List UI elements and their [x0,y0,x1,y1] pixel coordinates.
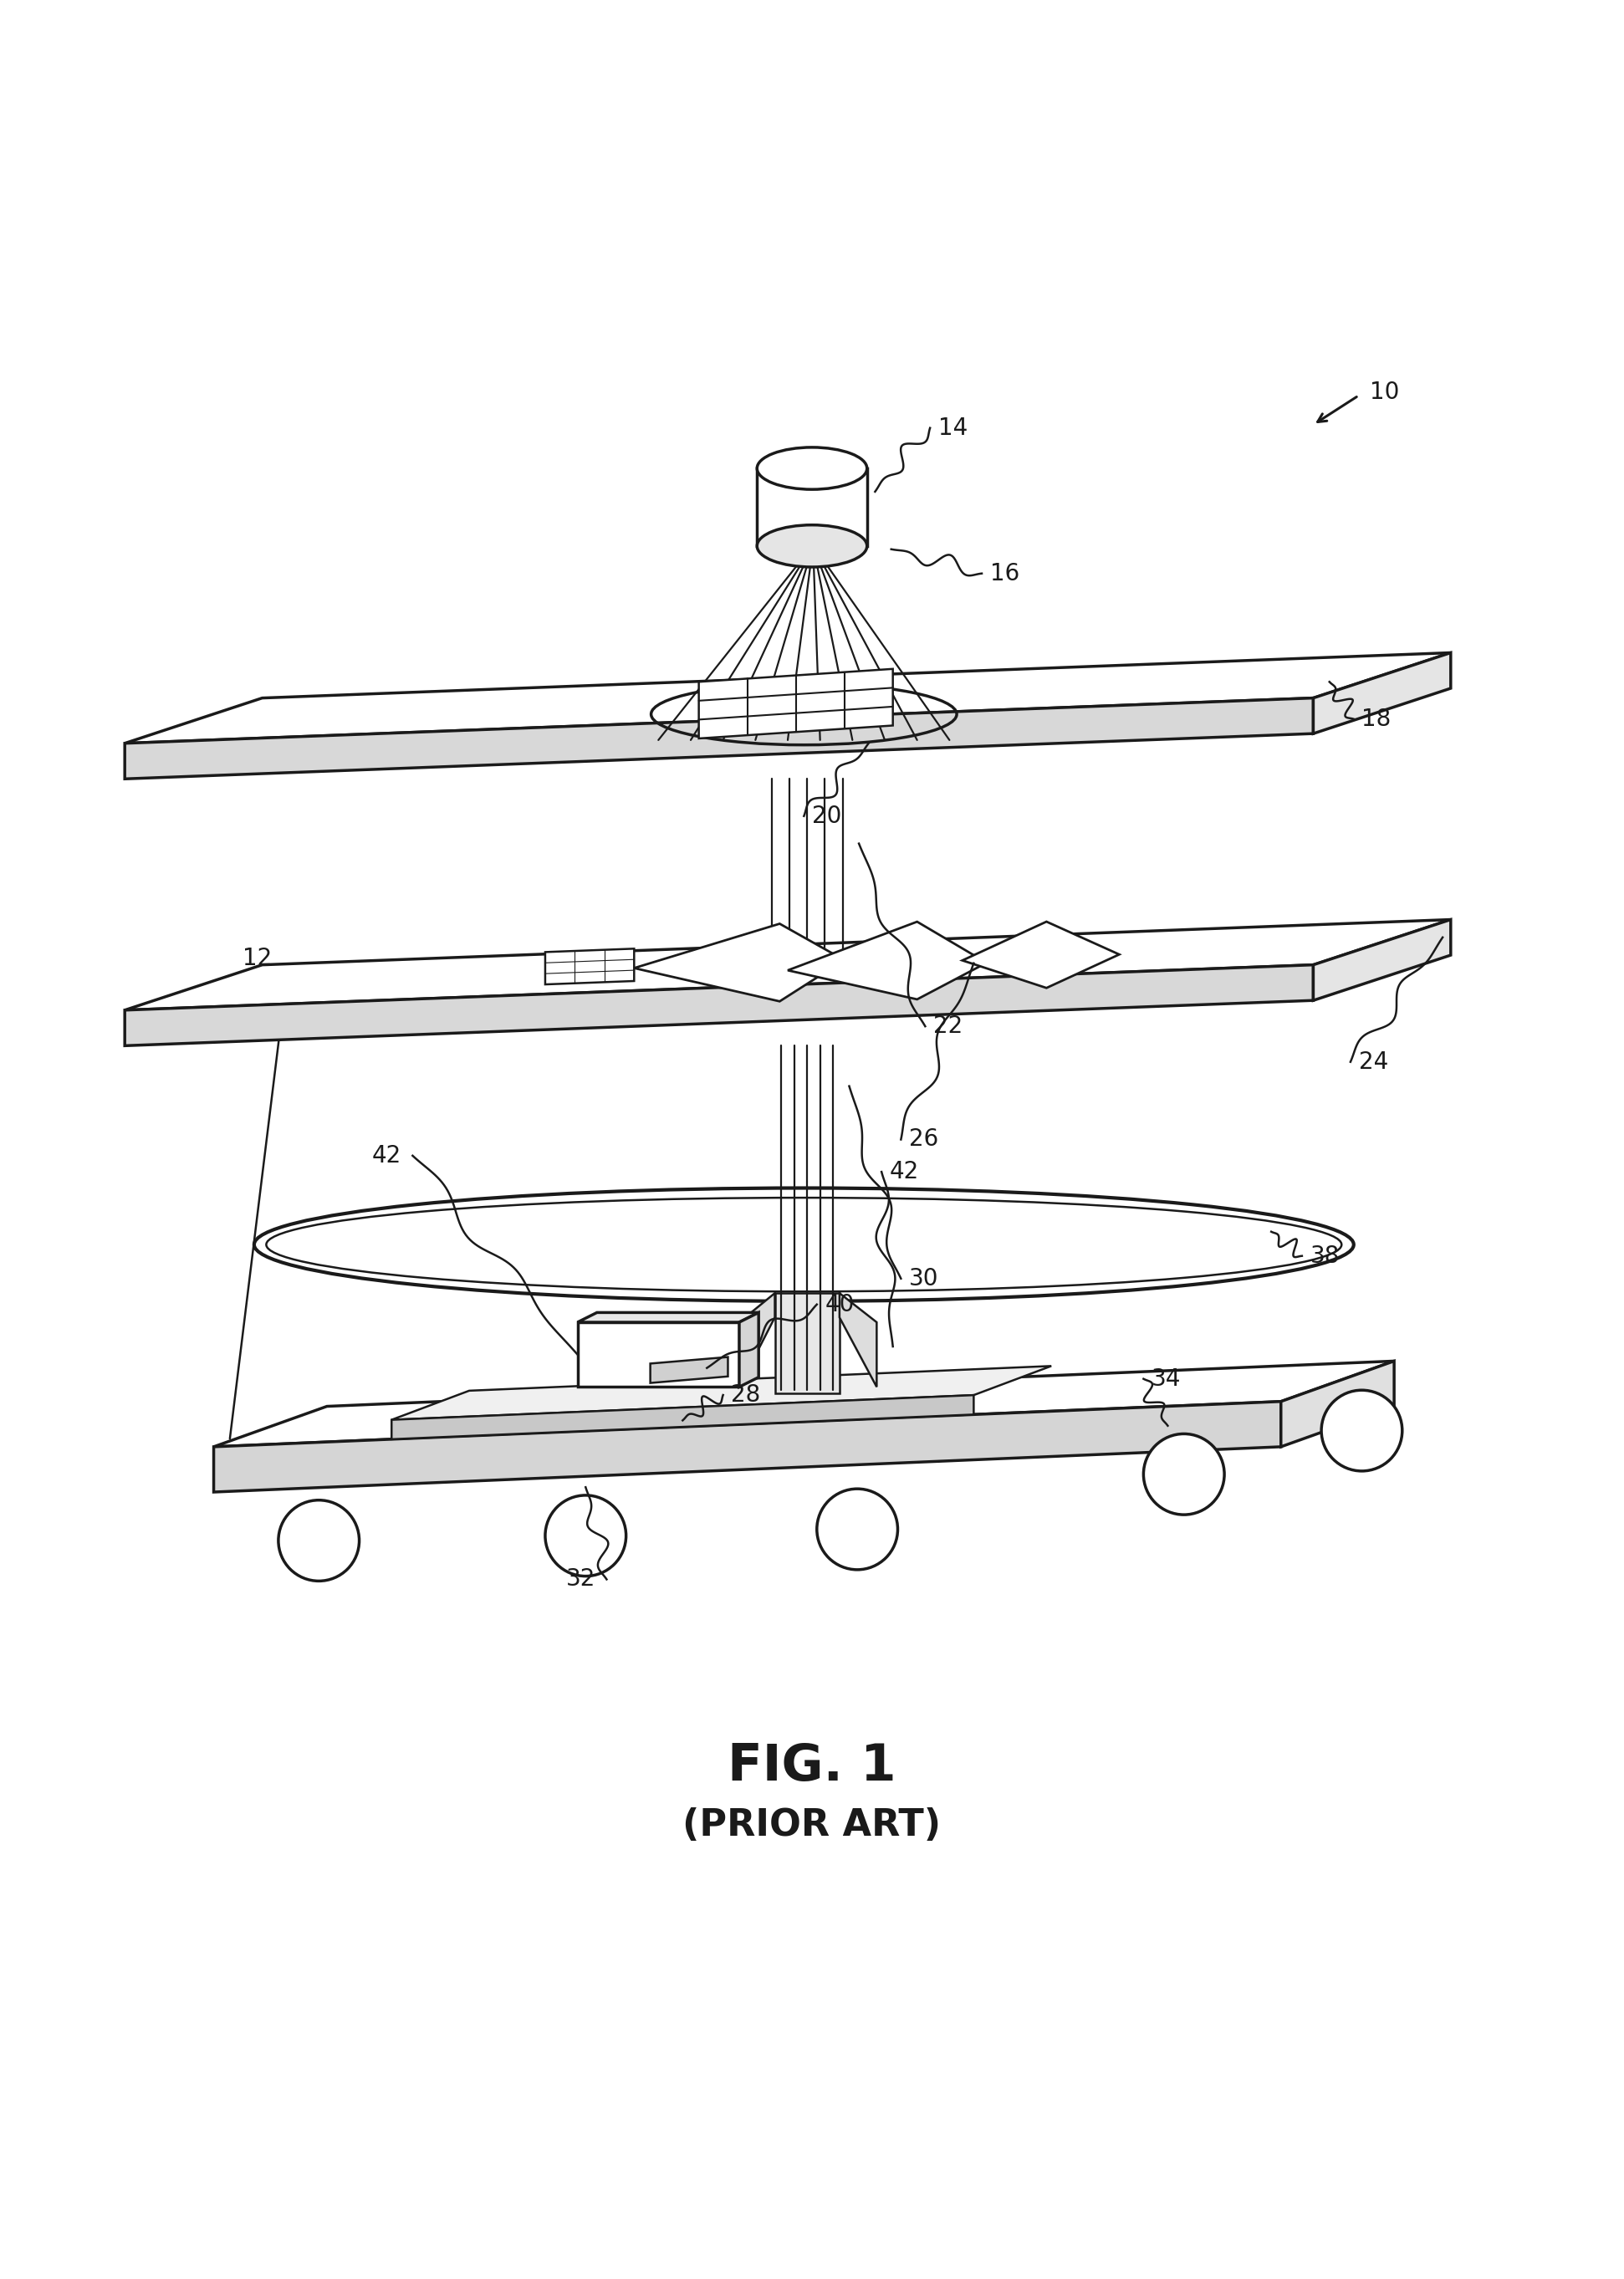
Polygon shape [650,1356,728,1383]
Circle shape [817,1488,898,1570]
Ellipse shape [757,447,867,490]
Polygon shape [757,469,867,547]
Polygon shape [788,921,987,1000]
Text: 42: 42 [372,1144,401,1167]
Circle shape [278,1500,359,1582]
Text: (PRIOR ART): (PRIOR ART) [682,1807,942,1844]
Text: 40: 40 [825,1292,854,1317]
Text: 30: 30 [909,1267,939,1290]
Polygon shape [963,921,1119,989]
Text: 24: 24 [1359,1051,1389,1073]
Text: 38: 38 [1311,1244,1340,1267]
Ellipse shape [266,1199,1341,1292]
Text: 18: 18 [1363,706,1392,732]
Circle shape [1143,1433,1224,1516]
Polygon shape [739,1313,758,1388]
Text: 42: 42 [890,1160,919,1183]
Text: 22: 22 [934,1014,963,1037]
Text: 20: 20 [812,804,841,827]
Polygon shape [391,1365,1051,1420]
Polygon shape [698,670,893,738]
Text: 16: 16 [991,563,1020,586]
Polygon shape [633,923,844,1000]
Polygon shape [546,948,633,985]
Polygon shape [1314,918,1450,1000]
Polygon shape [578,1322,739,1388]
Polygon shape [391,1395,974,1440]
Text: 34: 34 [1151,1367,1181,1390]
Polygon shape [125,697,1314,779]
Polygon shape [578,1313,758,1322]
Text: FIG. 1: FIG. 1 [728,1743,896,1791]
Text: 12: 12 [244,946,273,971]
Polygon shape [1314,652,1450,734]
Polygon shape [125,964,1314,1046]
Polygon shape [840,1292,877,1388]
Polygon shape [739,1292,775,1388]
Ellipse shape [757,524,867,567]
Polygon shape [125,918,1450,1010]
Polygon shape [775,1292,840,1392]
Ellipse shape [253,1187,1354,1301]
Circle shape [1322,1390,1402,1470]
Polygon shape [125,652,1450,743]
Text: 10: 10 [1371,381,1400,403]
Polygon shape [1281,1361,1393,1447]
Text: 14: 14 [939,417,968,440]
Text: 32: 32 [567,1568,596,1591]
Polygon shape [214,1361,1393,1447]
Circle shape [546,1495,625,1577]
Text: 26: 26 [909,1128,939,1151]
Polygon shape [214,1402,1281,1493]
Text: 28: 28 [731,1383,760,1406]
